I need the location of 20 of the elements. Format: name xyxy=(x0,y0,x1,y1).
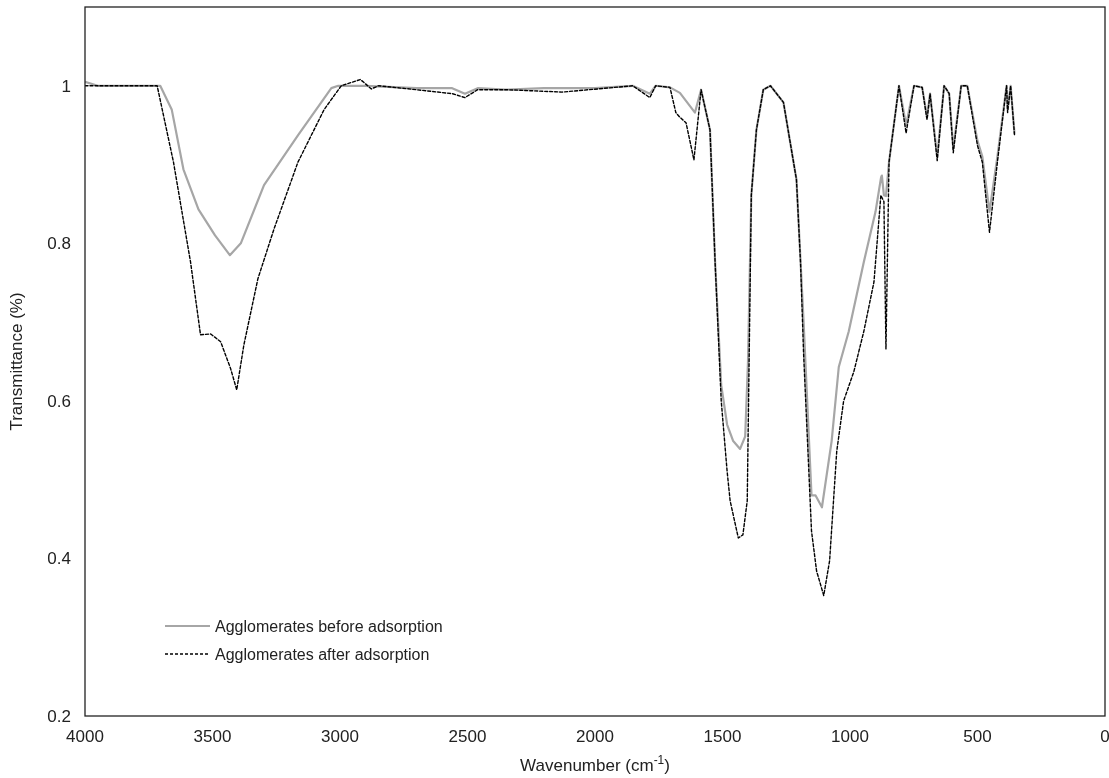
x-tick-label: 4000 xyxy=(66,727,104,746)
x-axis-title: Wavenumber (cm$^{-1}$) xyxy=(520,753,670,775)
x-tick-label: 500 xyxy=(963,727,992,746)
line-series xyxy=(85,78,1016,597)
y-tick-label: 0.8 xyxy=(47,234,71,254)
y-tick-label: 0.6 xyxy=(47,391,71,411)
y-tick-label: 0.4 xyxy=(47,549,71,569)
x-tick-label: 2000 xyxy=(576,727,614,746)
x-tick-label: 2500 xyxy=(448,727,487,746)
x-tick-label: 3500 xyxy=(193,727,232,746)
x-tick-label: 1500 xyxy=(703,727,742,746)
x-tick-label: 0 xyxy=(1100,727,1109,746)
y-tick-label: 1 xyxy=(61,76,71,96)
legend-label: Agglomerates before adsorption xyxy=(215,617,443,635)
legend-label: Agglomerates after adsorption xyxy=(215,645,430,663)
y-axis-title: Transmittance (%) xyxy=(7,292,26,431)
x-tick-label: 1000 xyxy=(831,727,869,746)
x-tick-label: 3000 xyxy=(321,727,359,746)
y-tick-label: 0.2 xyxy=(47,706,71,726)
line-series xyxy=(85,80,1016,509)
